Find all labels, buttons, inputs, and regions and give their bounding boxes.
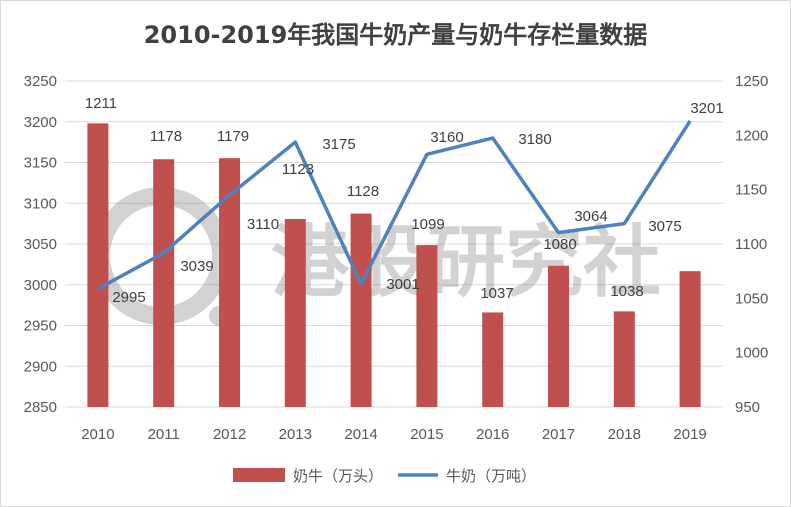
x-tick-label: 2019 bbox=[673, 426, 706, 443]
y-left-tick-label: 3100 bbox=[24, 195, 57, 212]
line-data-label: 3039 bbox=[180, 258, 213, 275]
line-data-label: 3001 bbox=[386, 276, 419, 293]
y-left-tick-label: 2900 bbox=[24, 358, 57, 375]
x-tick-label: 2010 bbox=[81, 426, 114, 443]
line-data-label: 3064 bbox=[574, 208, 607, 225]
legend-swatch-bar bbox=[233, 468, 285, 482]
bar bbox=[219, 158, 240, 407]
y-left-tick-label: 2950 bbox=[24, 318, 57, 335]
y-left-tick-label: 3050 bbox=[24, 236, 57, 253]
bar-data-label: 1080 bbox=[543, 236, 576, 253]
x-tick-label: 2016 bbox=[476, 426, 509, 443]
bar-data-label: 1211 bbox=[85, 95, 117, 112]
bar bbox=[350, 213, 372, 407]
bar-data-label: 1123 bbox=[282, 161, 314, 178]
y-left-tick-label: 3000 bbox=[24, 277, 57, 294]
bar bbox=[87, 123, 109, 407]
bar bbox=[679, 271, 701, 407]
legend-label-line: 牛奶（万吨） bbox=[446, 467, 536, 485]
x-tick-label: 2014 bbox=[344, 426, 377, 443]
line-series bbox=[97, 119, 692, 291]
y-left-tick-label: 2850 bbox=[24, 399, 57, 416]
bar bbox=[416, 245, 438, 407]
bar-data-label: 1038 bbox=[610, 283, 643, 300]
y-right-tick-label: 1150 bbox=[735, 182, 767, 199]
bar bbox=[613, 311, 635, 407]
bar bbox=[153, 159, 175, 407]
bar bbox=[482, 312, 504, 407]
y-left-tick-label: 3250 bbox=[24, 73, 57, 90]
line-data-label: 3110 bbox=[247, 216, 279, 233]
line-data-label: 3075 bbox=[648, 218, 681, 235]
bar-data-label: 1178 bbox=[150, 128, 182, 145]
x-tick-label: 2011 bbox=[148, 426, 180, 443]
y-left-tick-label: 3200 bbox=[24, 114, 57, 131]
bar-data-label: 1037 bbox=[480, 285, 513, 302]
y-left-tick-label: 3150 bbox=[24, 155, 57, 172]
line-data-label: 2995 bbox=[112, 289, 145, 306]
x-tick-label: 2015 bbox=[410, 426, 443, 443]
line-data-label: 3180 bbox=[518, 131, 551, 148]
legend-label-bar: 奶牛（万头） bbox=[293, 467, 383, 485]
chart-title: 2010-2019年我国牛奶产量与奶牛存栏量数据 bbox=[143, 21, 648, 49]
y-right-tick-label: 1100 bbox=[735, 236, 767, 253]
y-right-tick-label: 1200 bbox=[735, 127, 768, 144]
x-tick-label: 2012 bbox=[213, 426, 246, 443]
x-tick-label: 2018 bbox=[608, 426, 641, 443]
bar bbox=[548, 265, 569, 407]
line-data-label: 3160 bbox=[430, 129, 463, 146]
line-data-label: 3175 bbox=[322, 136, 355, 153]
y-right-tick-label: 1050 bbox=[735, 290, 768, 307]
x-tick-label: 2013 bbox=[279, 426, 312, 443]
y-right-tick-label: 1000 bbox=[735, 345, 768, 362]
bar-data-label: 1128 bbox=[347, 183, 379, 200]
bar-data-label: 1099 bbox=[411, 216, 444, 233]
watermark-text: 港股研究社 bbox=[271, 218, 661, 308]
y-right-tick-label: 950 bbox=[735, 399, 760, 416]
bar bbox=[284, 219, 306, 407]
x-tick-label: 2017 bbox=[542, 426, 575, 443]
y-right-tick-label: 1250 bbox=[735, 73, 768, 90]
line-data-label: 3201 bbox=[690, 100, 723, 117]
bar-data-label: 1179 bbox=[217, 128, 249, 145]
